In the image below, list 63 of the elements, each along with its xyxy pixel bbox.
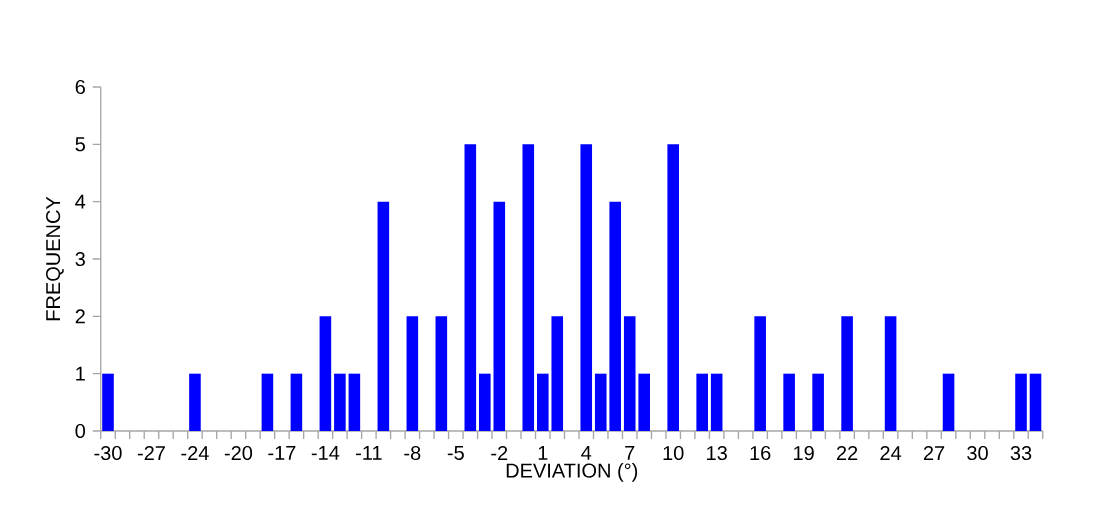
- x-tick-label: -14: [311, 445, 340, 460]
- x-tick-label: -8: [404, 445, 421, 461]
- bar: [1015, 373, 1027, 431]
- x-tick-label: 1: [538, 445, 548, 460]
- x-tick-label: 4: [581, 445, 592, 460]
- x-tick-label: -24: [181, 445, 209, 460]
- bar: [493, 201, 506, 431]
- bar: [710, 373, 723, 431]
- x-tick-label: 10: [663, 445, 684, 461]
- x-axis-title: DEVIATION (°): [506, 463, 638, 482]
- x-tick-label: 27: [923, 445, 945, 460]
- bar: [377, 201, 390, 431]
- bar: [290, 373, 303, 431]
- y-tick-label: 6: [75, 79, 85, 95]
- bar: [479, 373, 491, 431]
- bar: [536, 373, 549, 431]
- bar: [667, 144, 679, 431]
- y-tick-label: 1: [76, 366, 85, 381]
- x-tick-label: 13: [707, 445, 727, 461]
- x-tick-label: 22: [836, 445, 858, 460]
- bar: [102, 373, 114, 431]
- x-tick-label: -17: [268, 445, 296, 460]
- bar: [261, 373, 274, 431]
- bar: [406, 316, 419, 431]
- bar: [551, 316, 564, 431]
- x-tick-label: 24: [880, 445, 902, 460]
- bar: [348, 373, 361, 431]
- bar: [580, 144, 593, 431]
- bar: [812, 373, 824, 431]
- bar: [754, 316, 766, 431]
- y-axis-title: FREQUENCY: [46, 196, 64, 321]
- x-tick-label: 7: [625, 445, 635, 460]
- y-tick-label: 4: [75, 194, 86, 209]
- x-tick-label: 16: [750, 445, 771, 461]
- bar: [623, 316, 636, 431]
- bar: [609, 201, 622, 431]
- x-tick-label: -30: [94, 445, 122, 461]
- bar: [1029, 373, 1042, 431]
- bar: [594, 373, 607, 431]
- bar: [841, 316, 853, 431]
- y-tick-label: 3: [75, 251, 85, 267]
- y-tick-label: 2: [75, 309, 85, 324]
- bar: [638, 373, 651, 431]
- x-tick-label: 19: [794, 445, 814, 461]
- bar: [696, 373, 708, 431]
- bar: [884, 316, 897, 431]
- x-tick-label: -20: [224, 445, 253, 461]
- y-tick-label: 5: [75, 137, 85, 152]
- bar: [942, 373, 955, 431]
- bar: [334, 373, 346, 431]
- bar: [435, 316, 448, 431]
- x-tick-label: 30: [967, 445, 988, 461]
- bar: [522, 144, 535, 431]
- y-tick-label: 0: [75, 423, 86, 439]
- bar: [783, 373, 795, 431]
- x-tick-label: -27: [137, 445, 165, 460]
- bar: [464, 144, 477, 431]
- x-tick-label: -11: [356, 445, 382, 460]
- x-tick-label: 33: [1010, 445, 1032, 461]
- x-tick-label: -2: [491, 445, 508, 460]
- x-tick-label: -5: [447, 445, 464, 460]
- bar: [189, 373, 201, 431]
- bar: [319, 316, 332, 431]
